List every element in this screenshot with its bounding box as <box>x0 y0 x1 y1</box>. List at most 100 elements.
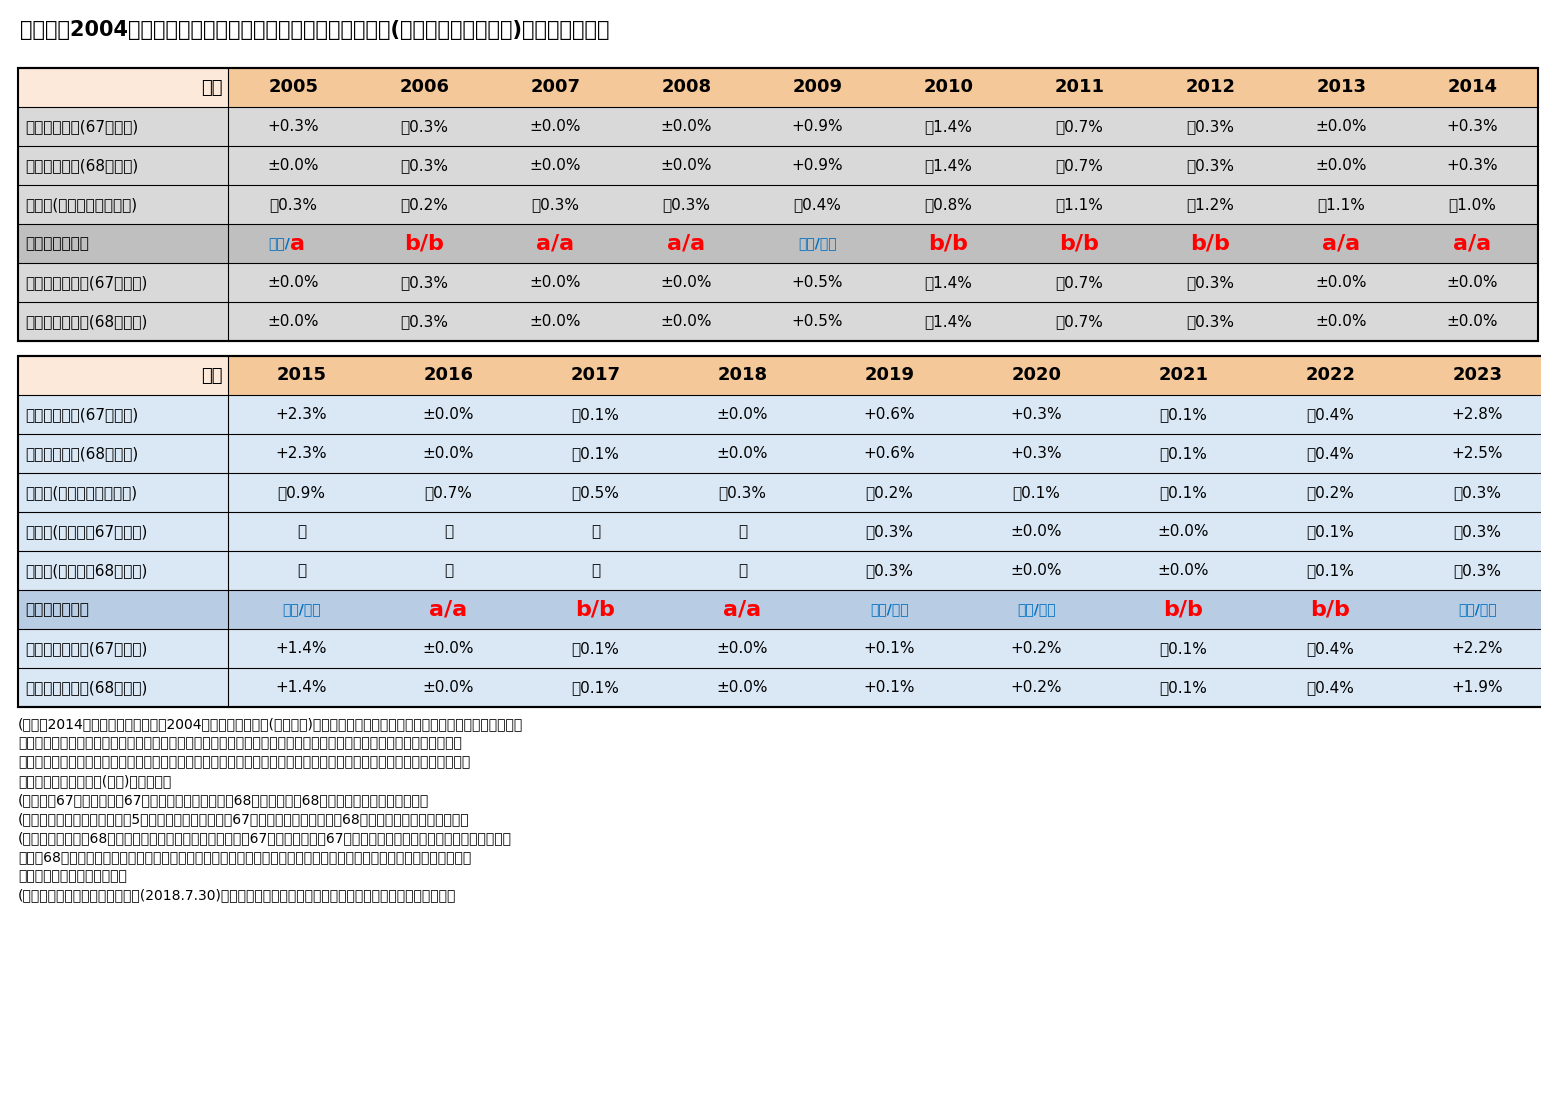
Text: +2.3%: +2.3% <box>276 407 327 421</box>
Text: ±0.0%: ±0.0% <box>530 314 581 329</box>
Text: ±0.0%: ±0.0% <box>661 119 712 134</box>
Text: －0.7%: －0.7% <box>1056 158 1103 173</box>
Text: －0.4%: －0.4% <box>1307 446 1355 460</box>
Text: 2006: 2006 <box>399 78 450 97</box>
Text: －0.1%: －0.1% <box>1159 407 1208 421</box>
Text: 2022: 2022 <box>1305 367 1356 385</box>
Text: －0.3%: －0.3% <box>1187 158 1234 173</box>
Bar <box>18 107 228 146</box>
Text: －0.2%: －0.2% <box>866 485 914 500</box>
Text: ±0.0%: ±0.0% <box>422 407 475 421</box>
Text: b/b: b/b <box>929 233 968 253</box>
Text: －0.1%: －0.1% <box>572 641 619 656</box>
Text: +0.3%: +0.3% <box>1447 119 1498 134</box>
Text: －0.7%: －0.7% <box>1056 314 1103 329</box>
Text: －0.7%: －0.7% <box>1056 119 1103 134</box>
Text: －0.1%: －0.1% <box>1012 485 1060 500</box>
Text: (注５）厳密には、68歳到達年度の前年度からの繰越分には67歳到達年度の「67歳到達年度まで」の繰越分が用いられ、以後: (注５）厳密には、68歳到達年度の前年度からの繰越分には67歳到達年度の「67歳… <box>18 831 512 845</box>
Text: －0.1%: －0.1% <box>1159 446 1208 460</box>
Text: ±0.0%: ±0.0% <box>1157 563 1210 578</box>
Bar <box>228 263 1538 302</box>
Text: 原則/原則: 原則/原則 <box>1017 602 1056 617</box>
Bar <box>228 68 1538 107</box>
Text: －0.1%: －0.1% <box>1159 641 1208 656</box>
Text: －0.1%: －0.1% <box>572 407 619 421</box>
Text: －0.3%: －0.3% <box>866 524 914 539</box>
Text: －0.3%: －0.3% <box>401 119 448 134</box>
Text: +0.1%: +0.1% <box>865 680 915 695</box>
Text: +1.4%: +1.4% <box>276 680 327 695</box>
Text: 2011: 2011 <box>1054 78 1105 97</box>
Text: －0.3%: －0.3% <box>1453 524 1501 539</box>
Text: +0.5%: +0.5% <box>792 275 843 290</box>
Text: a/a: a/a <box>536 233 575 253</box>
Text: +0.9%: +0.9% <box>792 158 843 173</box>
Text: の２年度分の平均値(和半)を用いた。: の２年度分の平均値(和半)を用いた。 <box>18 774 171 788</box>
Bar <box>228 107 1538 146</box>
Text: b/b: b/b <box>405 233 444 253</box>
Bar <box>18 356 228 395</box>
Text: +2.8%: +2.8% <box>1452 407 1504 421</box>
Text: +0.3%: +0.3% <box>1011 446 1062 460</box>
Bar <box>18 224 228 263</box>
Text: ±0.0%: ±0.0% <box>1316 158 1367 173</box>
Text: 原則/原則: 原則/原則 <box>282 602 321 617</box>
Text: 2023: 2023 <box>1453 367 1502 385</box>
Text: 本来の改定率(68歳以上): 本来の改定率(68歳以上) <box>25 446 139 460</box>
Text: －0.9%: －0.9% <box>277 485 325 500</box>
Text: 調整後の改定率(67歳以下): 調整後の改定率(67歳以下) <box>25 275 148 290</box>
Text: 調整のパターン: 調整のパターン <box>25 602 89 617</box>
Text: 2009: 2009 <box>792 78 843 97</box>
Text: －: － <box>738 524 747 539</box>
Text: －1.1%: －1.1% <box>1056 197 1103 212</box>
Text: a/a: a/a <box>1322 233 1361 253</box>
Text: +0.5%: +0.5% <box>792 314 843 329</box>
Text: －0.3%: －0.3% <box>718 485 766 500</box>
Text: －0.5%: －0.5% <box>572 485 619 500</box>
Text: a/a: a/a <box>430 600 467 620</box>
Text: －0.3%: －0.3% <box>401 158 448 173</box>
Text: +0.2%: +0.2% <box>1011 680 1062 695</box>
Text: 調整のパターン: 調整のパターン <box>25 236 89 251</box>
Text: は「68歳到達年度から」の繰越分で更新される。このため、未調整分が存在する場合には生まれた年度によって改定: は「68歳到達年度から」の繰越分で更新される。このため、未調整分が存在する場合に… <box>18 850 472 864</box>
Text: ±0.0%: ±0.0% <box>1011 563 1062 578</box>
Bar <box>18 146 228 185</box>
Bar <box>228 146 1538 185</box>
Bar <box>228 395 1541 434</box>
Text: －0.1%: －0.1% <box>572 446 619 460</box>
Text: 調整率(当年分・年齢共通): 調整率(当年分・年齢共通) <box>25 197 137 212</box>
Bar <box>228 512 1541 551</box>
Text: －: － <box>444 563 453 578</box>
Text: －0.8%: －0.8% <box>925 197 972 212</box>
Text: +0.1%: +0.1% <box>865 641 915 656</box>
Text: －: － <box>297 563 307 578</box>
Text: +0.2%: +0.2% <box>1011 641 1062 656</box>
Text: 調整後の改定率(68歳以上): 調整後の改定率(68歳以上) <box>25 680 148 695</box>
Bar <box>228 302 1538 341</box>
Text: －: － <box>590 524 599 539</box>
Text: 調整後の改定率(67歳以下): 調整後の改定率(67歳以下) <box>25 641 148 656</box>
Text: －0.4%: －0.4% <box>1307 641 1355 656</box>
Text: b/b: b/b <box>1191 233 1230 253</box>
Text: a/a: a/a <box>723 600 761 620</box>
Text: －0.3%: －0.3% <box>1453 563 1501 578</box>
Text: ±0.0%: ±0.0% <box>1447 314 1498 329</box>
Text: +0.6%: +0.6% <box>863 446 915 460</box>
Text: －0.1%: －0.1% <box>1159 485 1208 500</box>
Text: +2.2%: +2.2% <box>1452 641 1504 656</box>
Text: ±0.0%: ±0.0% <box>1157 524 1210 539</box>
Bar <box>18 629 228 668</box>
Text: －0.4%: －0.4% <box>794 197 841 212</box>
Text: 原則/: 原則/ <box>268 236 291 251</box>
Bar <box>18 668 228 707</box>
Text: －0.4%: －0.4% <box>1307 407 1355 421</box>
Bar <box>228 668 1541 707</box>
Text: 2016: 2016 <box>424 367 473 385</box>
Bar <box>18 68 228 107</box>
Bar <box>18 395 228 434</box>
Text: ±0.0%: ±0.0% <box>661 275 712 290</box>
Bar <box>18 551 228 590</box>
Text: 2013: 2013 <box>1316 78 1367 97</box>
Text: b/b: b/b <box>1310 600 1350 620</box>
Text: 図表６　2004年改正後における年金財政健全化のための調整(マクロ経済スライド)の適用パターン: 図表６ 2004年改正後における年金財政健全化のための調整(マクロ経済スライド)… <box>20 20 610 40</box>
